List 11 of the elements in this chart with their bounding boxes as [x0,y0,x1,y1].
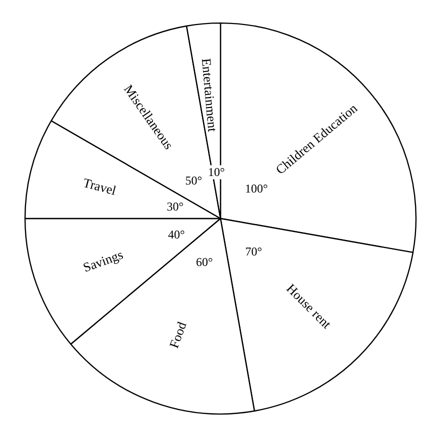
slice-label: Food [166,319,190,350]
data-label: 60° [196,255,214,270]
data-label: 30° [166,199,184,214]
data-label: 70° [245,244,262,258]
data-label: 40° [168,227,186,242]
data-label: 100° [245,182,268,196]
slice-label: Travel [82,174,118,198]
data-label: 50° [185,173,202,188]
slice-label: Entertainment [198,58,220,133]
slice-label: Savings [81,246,125,275]
data-label: 10° [208,165,226,180]
